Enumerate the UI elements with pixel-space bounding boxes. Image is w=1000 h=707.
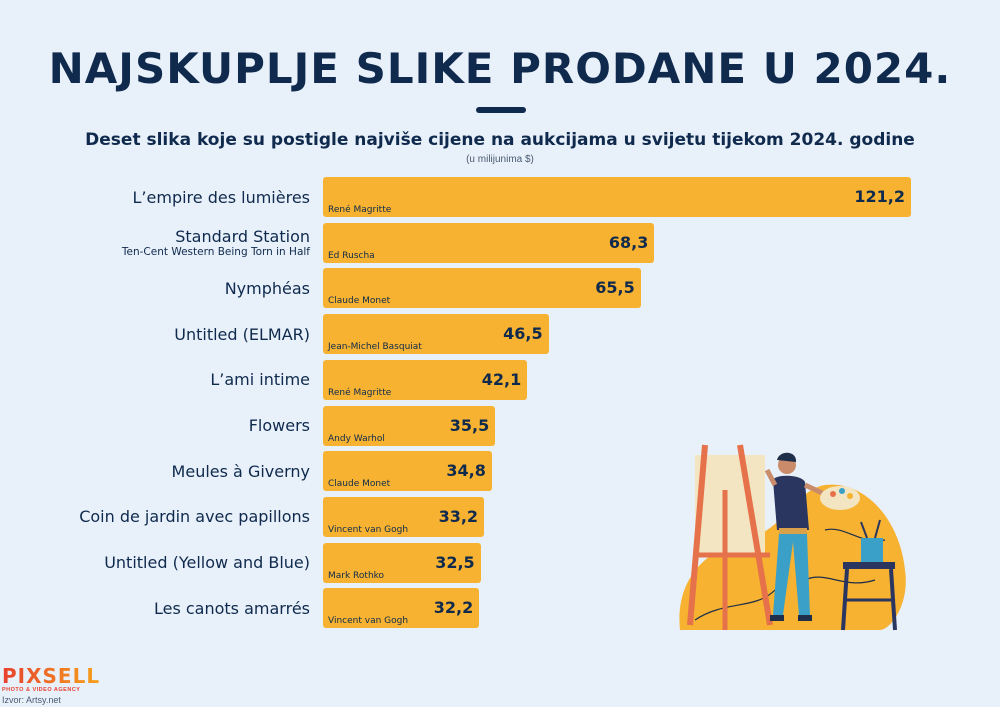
pixsell-logo: PIXSELL PHOTO & VIDEO AGENCY — [2, 666, 100, 693]
bar-row: L’ami intime René Magritte 42,1 — [0, 359, 1000, 404]
artist-label: Andy Warhol — [328, 433, 385, 444]
bar-row: Untitled (Yellow and Blue) Mark Rothko 32,… — [0, 542, 1000, 587]
category-label: L’empire des lumières — [133, 177, 310, 217]
artist-label: Claude Monet — [328, 296, 391, 307]
category-name: Untitled (Yellow and Blue) — [104, 553, 310, 573]
value-label: 33,2 — [438, 506, 479, 526]
logo-brand: PIXSELL — [2, 664, 101, 688]
artist-label: Ed Ruscha — [328, 250, 375, 261]
value-label: 46,5 — [503, 324, 543, 344]
category-name: L’empire des lumières — [132, 187, 310, 207]
artist-label: Claude Monet — [328, 479, 391, 490]
artist-label: Vincent van Gogh — [328, 616, 409, 627]
category-name: Meules à Giverny — [171, 461, 310, 481]
bar: René Magritte 42,1 — [323, 359, 528, 400]
artist-label: René Magritte — [328, 387, 392, 398]
artist-label: Mark Rothko — [328, 570, 385, 581]
logo-tagline: PHOTO & VIDEO AGENCY — [2, 687, 81, 693]
artist-label: Jean-Michel Basquiat — [328, 342, 422, 353]
value-label: 32,2 — [433, 598, 474, 618]
category-label: Les canots amarrés — [154, 588, 310, 628]
category-name: Untitled (ELMAR) — [174, 324, 310, 344]
category-subtitle: Ten-Cent Western Being Torn in Half — [121, 246, 310, 259]
bar-row: Flowers Andy Warhol 35,5 — [0, 405, 1000, 450]
value-label: 65,5 — [595, 278, 635, 298]
value-label: 32,5 — [435, 552, 475, 572]
chart-subtitle: Deset slika koje su postigle najviše cij… — [85, 130, 915, 150]
bar: Claude Monet 34,8 — [323, 451, 492, 492]
unit-note: (u milijunima $) — [466, 154, 534, 165]
page-title: NAJSKUPLJE SLIKE PRODANE U 2024. — [48, 44, 952, 93]
value-label: 34,8 — [446, 461, 486, 481]
bar-row: Meules à Giverny Claude Monet 34,8 — [0, 451, 1000, 495]
artist-label: René Magritte — [328, 205, 392, 215]
category-name: Les canots amarrés — [153, 598, 310, 618]
category-name: Flowers — [248, 416, 310, 435]
category-name: Coin de jardin avec papillons — [79, 507, 310, 527]
bar-row: Standard Station Ten-Cent Western Being T… — [0, 222, 1000, 267]
category-label: Flowers — [249, 406, 310, 446]
title-divider — [476, 107, 526, 113]
value-label: 68,3 — [608, 232, 649, 252]
bar-row: Les canots amarrés Vincent van Gogh 32,2 — [0, 588, 1000, 632]
bar: René Magritte 121,2 — [323, 177, 911, 217]
bar: Ed Ruscha 68,3 — [323, 222, 655, 263]
value-label: 42,1 — [481, 369, 522, 389]
artist-label: Vincent van Gogh — [328, 524, 409, 535]
category-label: Nymphéas — [225, 268, 310, 308]
category-name: Standard Station — [175, 227, 310, 247]
bar-row: L’empire des lumières René Magritte 121,2 — [0, 177, 1000, 221]
bar-row: Coin de jardin avec papillons Vincent van… — [0, 496, 1000, 541]
value-label: 35,5 — [449, 415, 490, 435]
category-label: Untitled (Yellow and Blue) — [104, 543, 310, 583]
bar-row: Untitled (ELMAR) Jean-Michel Basquiat 46,5 — [0, 314, 1000, 358]
bar: Mark Rothko 32,5 — [323, 542, 481, 583]
category-label: L’ami intime — [210, 360, 310, 400]
bar: Jean-Michel Basquiat 46,5 — [323, 314, 549, 355]
category-name: L’ami intime — [210, 370, 310, 390]
category-label: Coin de jardin avec papillons — [79, 497, 310, 537]
painter-illustration — [679, 444, 906, 631]
bar: Andy Warhol 35,5 — [323, 405, 496, 446]
value-label: 121,2 — [854, 187, 905, 206]
bar: Claude Monet 65,5 — [323, 268, 641, 309]
category-label: Meules à Giverny — [172, 451, 310, 491]
bar: Vincent van Gogh 33,2 — [323, 496, 485, 537]
bar-row: Nymphéas Claude Monet 65,5 — [0, 268, 1000, 312]
category-name: Nymphéas — [224, 278, 310, 298]
category-label: Standard Station Ten-Cent Western Being T… — [122, 223, 310, 263]
bar: Vincent van Gogh 32,2 — [323, 588, 480, 629]
category-label: Untitled (ELMAR) — [174, 314, 310, 354]
source-note: Izvor: Artsy.net — [2, 695, 61, 705]
